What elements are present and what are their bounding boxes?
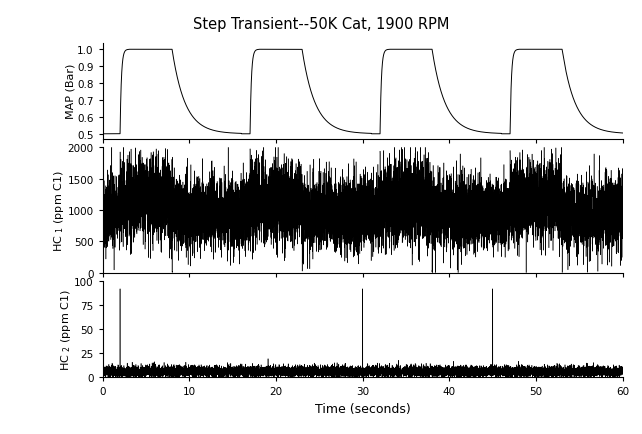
Text: Step Transient--50K Cat, 1900 RPM: Step Transient--50K Cat, 1900 RPM [193,17,449,32]
Y-axis label: HC $_{1}$ (ppm C1): HC $_{1}$ (ppm C1) [52,170,66,251]
X-axis label: Time (seconds): Time (seconds) [315,402,411,415]
Y-axis label: HC $_{2}$ (ppm C1): HC $_{2}$ (ppm C1) [58,289,73,370]
Y-axis label: MAP (Bar): MAP (Bar) [65,64,76,119]
